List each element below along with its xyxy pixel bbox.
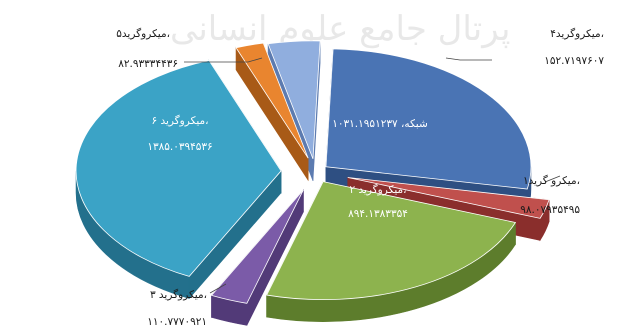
leader-lines [184, 57, 561, 294]
slice-microgrid-5 [235, 42, 309, 159]
label-microgrid-5: میکروگرید۵، ۸۲.۹۳۳۳۴۴۳۶ [116, 27, 178, 70]
slice-microgrid-1 [347, 177, 550, 219]
slice-microgrid-4 [267, 40, 321, 160]
label-microgrid-1-name: میکرو گرید۱، [523, 174, 580, 187]
label-microgrid-2-value: ۸۹۴.۱۳۸۳۳۵۴ [348, 208, 408, 220]
slice-microgrid-3 [210, 189, 304, 304]
label-microgrid-3-name: میکروگرید ۳، [150, 288, 207, 301]
label-microgrid-5-value: ۸۲.۹۳۳۳۴۴۳۶ [118, 58, 178, 70]
slice-shabake [325, 48, 532, 190]
label-microgrid-4-name: میکروگرید۴، [550, 27, 604, 40]
leader-line-microgrid-5 [184, 57, 263, 63]
label-microgrid-5-name: میکروگرید۵، [116, 27, 170, 40]
label-microgrid-6: میکروگرید ۶، ۱۳۸۵.۰۳۹۴۵۳۶ [147, 114, 212, 153]
leader-line-microgrid-3 [209, 283, 227, 294]
label-microgrid-1: میکرو گرید۱، ۹۸.۰۷۹۳۵۴۹۵ [520, 174, 580, 216]
label-microgrid-3: میکروگرید ۳، ۱۱۰.۷۷۷۰۹۲۱ [147, 288, 207, 328]
label-microgrid-6-value: ۱۳۸۵.۰۳۹۴۵۳۶ [147, 141, 212, 153]
label-microgrid-2-name: میکروگرید ۲، [349, 183, 406, 196]
pie-slices [75, 40, 550, 326]
label-shabake: شبکه، ۱۰۳۱.۱۹۵۱۲۳۷ [332, 118, 428, 130]
label-microgrid-2: میکروگرید ۲، ۸۹۴.۱۳۸۳۳۵۴ [348, 183, 408, 220]
label-microgrid-1-value: ۹۸.۰۷۹۳۵۴۹۵ [520, 204, 580, 216]
slice-microgrid-2 [266, 181, 517, 301]
leader-line-microgrid-1 [544, 175, 561, 183]
label-shabake-text: شبکه، ۱۰۳۱.۱۹۵۱۲۳۷ [332, 118, 428, 130]
label-microgrid-6-name: میکروگرید ۶، [151, 114, 208, 127]
watermark-text: پرتال جامع علوم انسانی [170, 9, 510, 49]
label-microgrid-4-value: ۱۵۲.۷۱۹۷۶۰۷ [544, 55, 604, 67]
leader-line-microgrid-4 [445, 57, 492, 61]
slice-microgrid-6 [75, 60, 282, 277]
label-microgrid-4: میکروگرید۴، ۱۵۲.۷۱۹۷۶۰۷ [544, 27, 604, 67]
label-microgrid-3-value: ۱۱۰.۷۷۷۰۹۲۱ [147, 316, 207, 328]
